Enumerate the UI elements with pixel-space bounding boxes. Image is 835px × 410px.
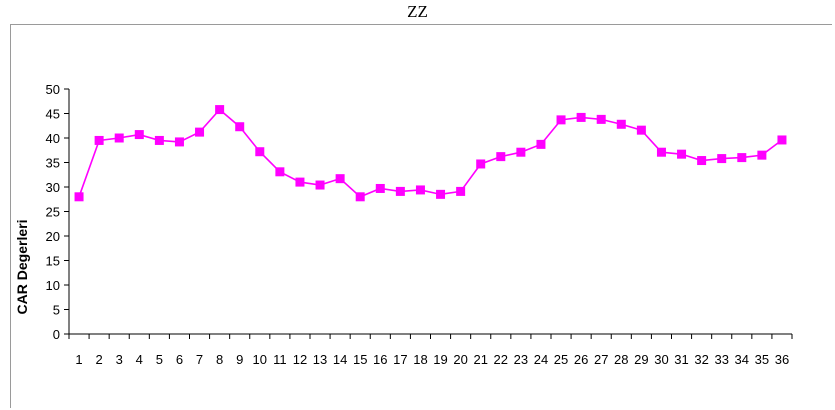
data-point: [697, 156, 707, 166]
x-tick-label: 22: [494, 352, 508, 367]
x-tick-label: 25: [554, 352, 568, 367]
x-tick-label: 1: [75, 352, 82, 367]
series-line: [78, 108, 783, 198]
data-point: [536, 139, 546, 149]
x-tick-label: 32: [694, 352, 708, 367]
x-tick-label: 15: [353, 352, 367, 367]
y-tick-label: 50: [46, 82, 60, 97]
x-tick-label: 14: [333, 352, 347, 367]
data-point: [355, 192, 365, 202]
data-point: [275, 167, 285, 177]
y-tick-label: 25: [46, 205, 60, 220]
chart-title: ZZ: [407, 2, 428, 21]
x-tick-label: 7: [196, 352, 203, 367]
x-tick-label: 35: [755, 352, 769, 367]
data-point: [737, 153, 747, 163]
x-tick-label: 12: [293, 352, 307, 367]
x-tick-label: 26: [574, 352, 588, 367]
x-tick-label: 16: [373, 352, 387, 367]
data-point: [476, 159, 486, 169]
data-point: [235, 122, 245, 132]
y-axis-label: CAR Degerleri: [14, 220, 30, 315]
data-point: [415, 185, 425, 195]
data-point: [134, 130, 144, 140]
data-point: [215, 105, 225, 115]
data-point: [195, 127, 205, 137]
data-point: [335, 174, 345, 184]
x-tick-label: 11: [273, 352, 287, 367]
data-point: [677, 149, 687, 159]
data-point: [395, 186, 405, 196]
y-tick-label: 15: [46, 254, 60, 269]
data-point: [94, 135, 104, 145]
x-tick-label: 6: [176, 352, 183, 367]
x-tick-label: 5: [156, 352, 163, 367]
x-tick-label: 2: [96, 352, 103, 367]
data-point: [74, 192, 84, 202]
x-tick-label: 36: [775, 352, 789, 367]
x-tick-label: 21: [473, 352, 487, 367]
data-point: [636, 125, 646, 135]
data-point: [757, 150, 767, 160]
y-axis: 0 5 10 15 20 25 30 35 40 45 50: [46, 82, 70, 342]
data-point: [616, 119, 626, 129]
x-tick-label: 17: [393, 352, 407, 367]
x-tick-label: 31: [674, 352, 688, 367]
data-point: [556, 115, 566, 125]
x-tick-label: 3: [116, 352, 123, 367]
series: [74, 105, 787, 202]
data-point: [154, 135, 164, 145]
x-tick-label: 27: [594, 352, 608, 367]
data-point: [436, 189, 446, 199]
data-point: [717, 154, 727, 164]
data-point: [456, 186, 466, 196]
y-tick-label: 10: [46, 278, 60, 293]
data-point: [656, 147, 666, 157]
y-tick-label: 40: [46, 131, 60, 146]
chart-frame: [10, 24, 832, 408]
x-tick-label: 9: [236, 352, 243, 367]
data-point: [516, 147, 526, 157]
data-point: [255, 147, 265, 157]
data-point: [496, 152, 506, 162]
data-point: [114, 133, 124, 143]
x-tick-label: 30: [654, 352, 668, 367]
x-tick-label: 33: [714, 352, 728, 367]
x-tick-label: 4: [136, 352, 143, 367]
y-tick-label: 45: [46, 107, 60, 122]
data-point: [375, 183, 385, 193]
x-tick-label: 24: [534, 352, 548, 367]
x-tick-label: 20: [453, 352, 467, 367]
x-tick-label: 28: [614, 352, 628, 367]
x-tick-label: 29: [634, 352, 648, 367]
data-point: [777, 135, 787, 145]
x-tick-label: 34: [735, 352, 749, 367]
x-tick-label: 8: [216, 352, 223, 367]
data-point: [576, 112, 586, 122]
x-tick-label: 13: [313, 352, 327, 367]
y-tick-label: 0: [53, 327, 60, 342]
y-tick-label: 30: [46, 180, 60, 195]
x-tick-label: 23: [514, 352, 528, 367]
y-tick-label: 5: [53, 303, 60, 318]
x-tick-label: 18: [413, 352, 427, 367]
y-tick-label: 35: [46, 156, 60, 171]
data-point: [315, 180, 325, 190]
y-tick-label: 20: [46, 229, 60, 244]
data-point: [596, 114, 606, 124]
data-point: [174, 137, 184, 147]
data-point: [295, 177, 305, 187]
x-axis: 1 2 3 4 5 6 7 8 9 10 11 12 13 14 15 16 17 18 19 20 21 22 23 24 2…: [68, 333, 793, 367]
x-tick-label: 19: [433, 352, 447, 367]
x-tick-label: 10: [253, 352, 267, 367]
